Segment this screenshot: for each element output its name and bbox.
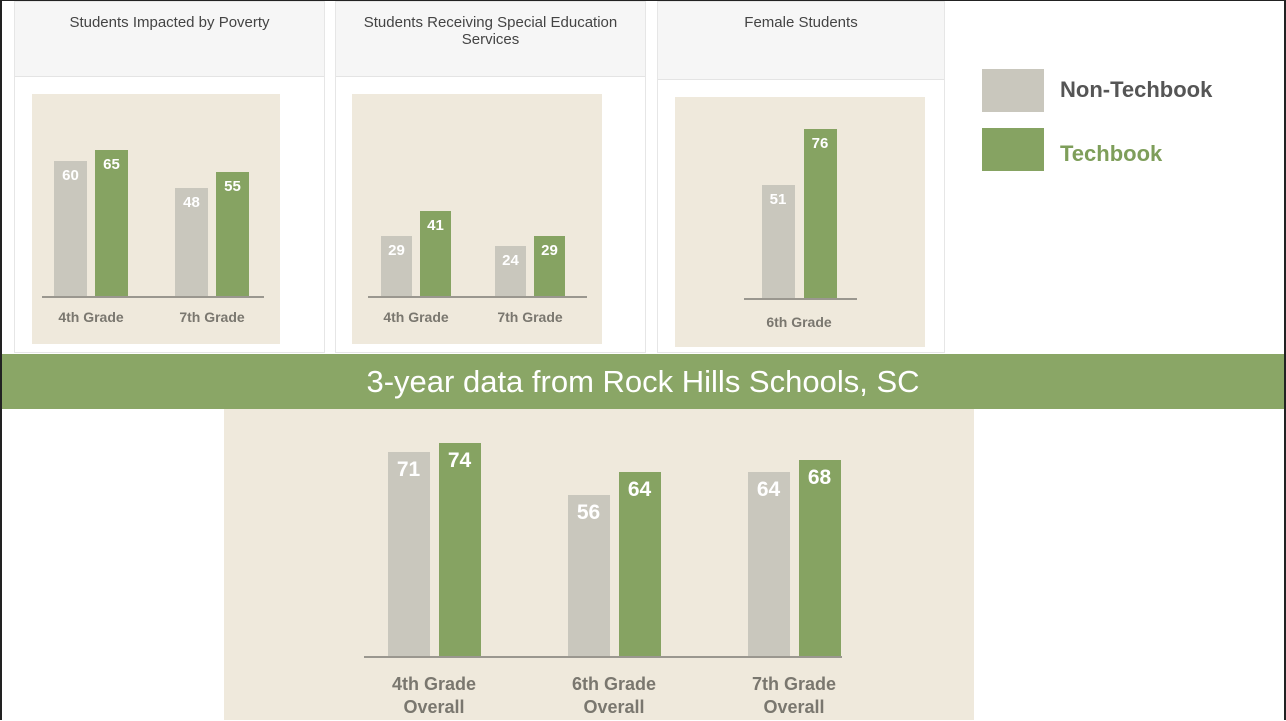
panel-header: Students Impacted by Poverty [15,2,324,77]
x-tick-label: 4th Grade [383,309,449,325]
value-label: 76 [811,135,829,153]
legend-swatch [982,69,1044,112]
bar [95,149,128,296]
panel-header: Students Receiving Special Education Ser… [336,2,645,77]
chart-title: Students Impacted by Poverty [69,14,270,31]
value-label: 71 [396,457,421,481]
legend-label: Techbook [1060,141,1163,166]
bar [534,235,565,296]
bar [420,211,451,296]
bar [54,161,87,296]
banner: 3-year data from Rock Hills Schools, SC [2,354,1284,409]
legend-swatch [982,128,1044,171]
x-tick-label: 6th Grade [766,314,832,330]
value-label: 24 [502,252,519,270]
value-label: 64 [756,477,781,501]
bar [803,129,837,298]
bar [618,471,661,656]
x-tick-label: 4th Grade Overall [391,674,477,717]
value-label: 48 [183,194,200,211]
x-tick-label: 7th Grade [179,309,245,325]
value-label: 60 [62,167,79,184]
value-label: 68 [807,466,832,490]
x-tick-label: 7th Grade [497,309,563,325]
bar [387,451,430,656]
bar [175,188,208,296]
value-label: 56 [576,500,601,524]
bar [495,246,526,296]
plot-area [675,97,925,347]
bar [381,235,412,296]
value-label: 65 [103,155,120,173]
x-axis [744,298,857,300]
x-axis [368,296,587,298]
chart-title: Students Receiving Special Education Ser… [363,14,618,48]
x-tick-label: 4th Grade [58,309,124,325]
value-label: 74 [447,448,472,472]
value-label: 29 [541,241,558,259]
bar [798,460,841,656]
legend-label: Non-Techbook [1060,77,1213,102]
bar [567,494,610,656]
plot-area [352,94,602,344]
value-label: 41 [427,217,444,235]
x-tick-label: 6th Grade Overall [571,674,657,717]
bar [438,442,481,656]
x-tick-label: 7th Grade Overall [751,674,837,717]
bar [747,471,790,656]
bar [761,184,795,298]
value-label: 29 [388,241,405,259]
bar [216,172,249,296]
chart-title: Female Students [744,14,858,31]
value-label: 55 [224,178,241,196]
panel-header: Female Students [658,2,944,80]
x-axis [42,296,264,298]
value-label: 51 [769,190,787,208]
value-label: 64 [627,477,652,501]
x-axis [364,656,842,658]
